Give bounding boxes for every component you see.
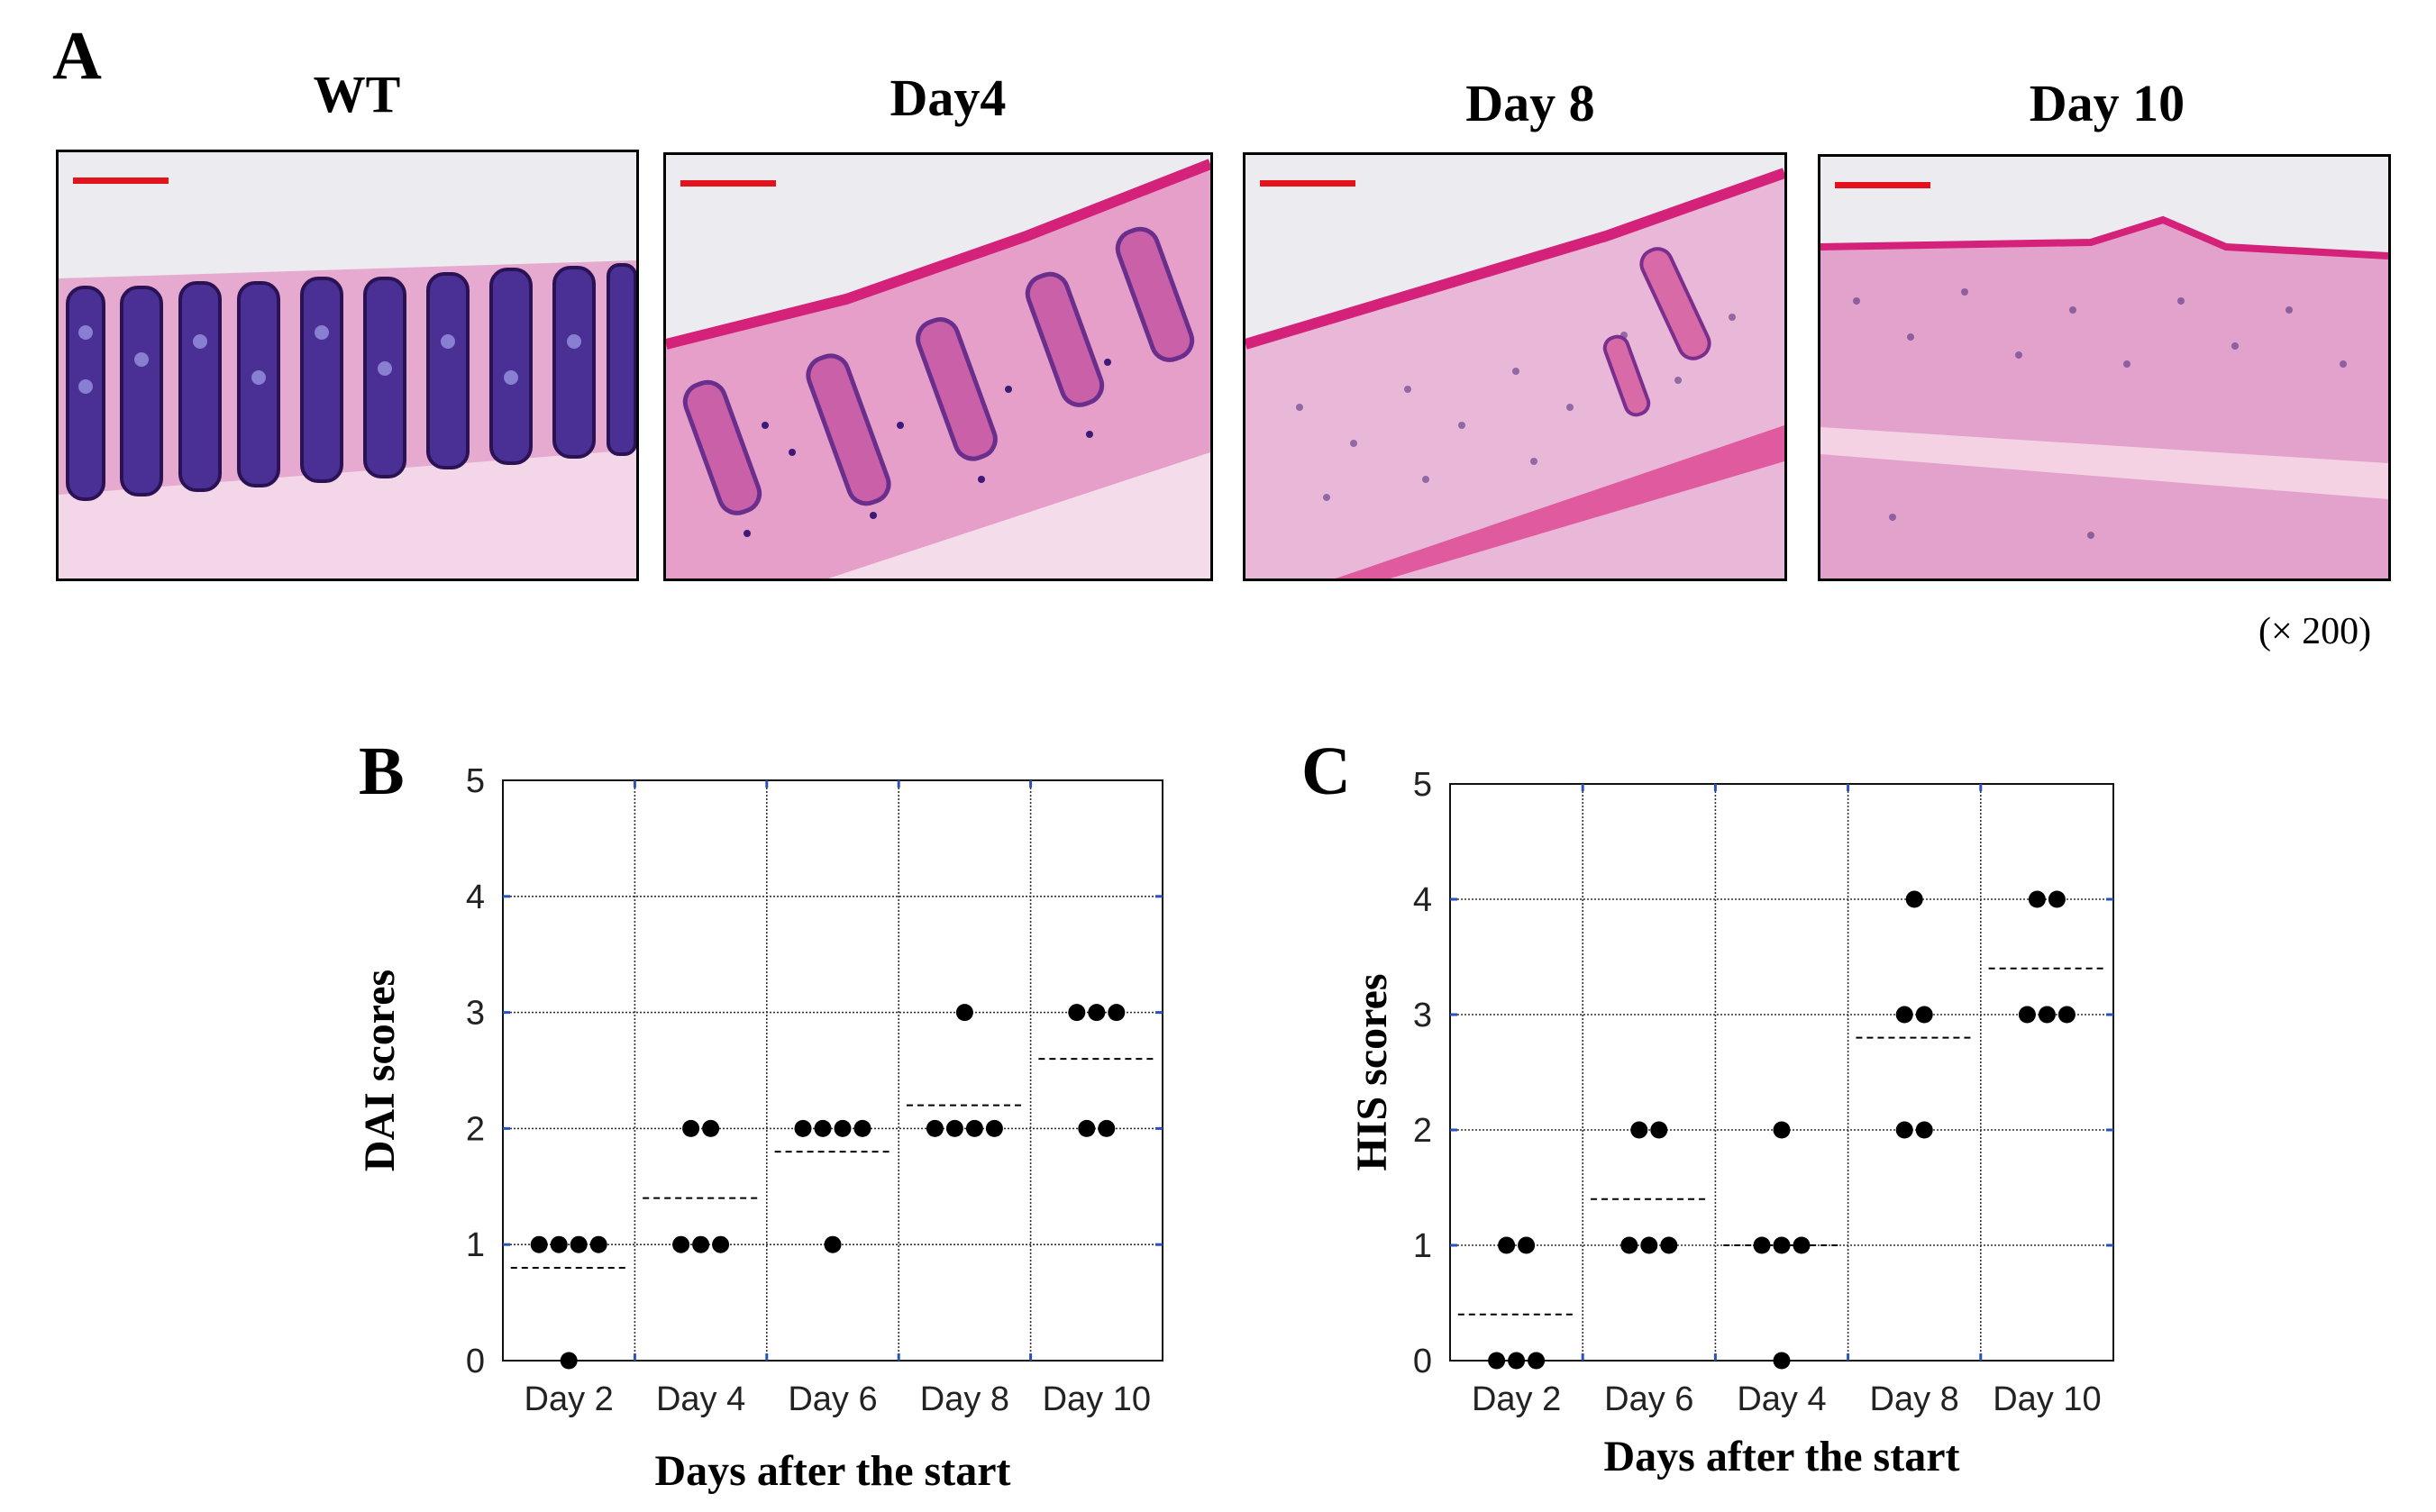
chart-b-ytick-label: 5 (466, 762, 485, 800)
chart-c-data-point (2048, 890, 2066, 908)
chart-dai-scores: 0 1 2 3 4 5 Day 2 Day 4 Day 6 Day 8 Day 10 DAI scor… (0, 0, 1172, 1507)
panel-a-label: A (52, 18, 102, 94)
chart-b-data-point (1108, 1004, 1126, 1022)
histology-title-day4: Day4 (890, 68, 1007, 127)
chart-b-data-point (530, 1235, 548, 1253)
chart-b-data-point (926, 1119, 944, 1137)
chart-b-ylabel: DAI scores (356, 970, 404, 1171)
chart-b-ytick-label: 1 (466, 1226, 485, 1264)
scale-bar (1260, 180, 1355, 187)
chart-c-xtick-label: Day 8 (1870, 1380, 1959, 1418)
scale-bar (680, 180, 776, 187)
chart-c-xlabel: Days after the start (1604, 1433, 1960, 1480)
chart-c-data-point (2018, 1006, 2036, 1024)
scale-bar (1835, 182, 1930, 188)
chart-c-plot-frame (1449, 783, 2114, 1362)
chart-c-xtick-label: Day 10 (1993, 1380, 2101, 1418)
chart-b-data-point (824, 1235, 842, 1253)
chart-b-data-point (1098, 1119, 1116, 1137)
chart-b-data-point (794, 1119, 812, 1137)
tissue-illustration-wt (59, 152, 636, 578)
chart-b-data-point (550, 1235, 568, 1253)
chart-b-data-point (814, 1119, 832, 1137)
chart-b-data-point (672, 1235, 690, 1253)
histology-title-day10: Day 10 (2029, 74, 2185, 132)
chart-b-data-point (570, 1235, 588, 1253)
chart-c-data-point (1498, 1236, 1516, 1254)
chart-b-ytick-label: 2 (466, 1110, 485, 1148)
chart-c-data-point (1915, 1006, 1933, 1024)
histology-image-day8 (1243, 152, 1787, 581)
chart-c-ytick-label: 0 (1413, 1343, 1432, 1380)
chart-b-data-point (1068, 1004, 1086, 1022)
histology-title-wt: WT (313, 65, 401, 123)
histology-image-wt (56, 150, 639, 581)
chart-b-data-point (955, 1004, 973, 1022)
chart-b-plot-frame (502, 779, 1163, 1362)
chart-c-xtick-label: Day 2 (1472, 1380, 1561, 1418)
chart-b-data-point (985, 1119, 1003, 1137)
chart-b-data-point (853, 1119, 871, 1137)
chart-b-data-point (702, 1119, 720, 1137)
chart-c-data-point (1620, 1236, 1638, 1254)
chart-c-data-point (1518, 1236, 1536, 1254)
chart-c-xtick-label: Day 6 (1604, 1380, 1693, 1418)
chart-c-ytick-label: 5 (1413, 766, 1432, 804)
chart-c-data-point (2038, 1006, 2056, 1024)
chart-b-data-point (1078, 1119, 1096, 1137)
panel-c-label: C (1301, 733, 1351, 809)
scale-bar (73, 178, 169, 184)
chart-b-xtick-label: Day 6 (788, 1380, 877, 1418)
tissue-illustration-day8 (1245, 155, 1784, 578)
panel-b-label: B (359, 733, 405, 809)
chart-b-xlabel: Days after the start (655, 1447, 1011, 1495)
chart-c-data-point (2028, 890, 2046, 908)
chart-c-ytick-label: 2 (1413, 1112, 1432, 1150)
chart-b-data-point (945, 1119, 963, 1137)
chart-c-data-point (1895, 1006, 1913, 1024)
chart-b-ytick-label: 3 (466, 995, 485, 1033)
chart-b-svg: 0 1 2 3 4 5 Day 2 Day 4 Day 6 Day 8 Day 10 DAI scor… (356, 762, 1163, 1495)
chart-b-data-point (834, 1119, 852, 1137)
magnification-label: (× 200) (2258, 611, 2372, 652)
chart-b-xtick-label: Day 8 (920, 1380, 1009, 1418)
histology-title-day8: Day 8 (1465, 74, 1595, 132)
chart-c-ytick-label: 1 (1413, 1227, 1432, 1265)
chart-c-ytick-label: 4 (1413, 881, 1432, 919)
chart-c-ylabel: HIS scores (1348, 973, 1396, 1170)
chart-his-scores: 0 1 2 3 4 5 Day 2 Day 6 Day 4 Day 8 Day 10 HIS scor… (1172, 0, 2436, 1507)
chart-c-xtick-label: Day 4 (1737, 1380, 1826, 1418)
chart-c-data-point (1650, 1121, 1668, 1139)
chart-b-data-point (560, 1352, 578, 1370)
chart-b-xtick-label: Day 10 (1043, 1380, 1151, 1418)
chart-c-data-point (1488, 1352, 1506, 1370)
tissue-illustration-day4 (666, 155, 1210, 578)
chart-c-data-point (1660, 1236, 1678, 1254)
chart-b-data-point (712, 1235, 730, 1253)
chart-b-data-point (1088, 1004, 1106, 1022)
chart-c-data-point (1773, 1121, 1791, 1139)
chart-c-data-point (1640, 1236, 1658, 1254)
chart-b-ytick-label: 4 (466, 879, 485, 916)
chart-b-ytick-label: 0 (466, 1343, 485, 1380)
chart-c-data-point (1630, 1121, 1648, 1139)
chart-c-data-point (1915, 1121, 1933, 1139)
chart-c-data-point (1528, 1352, 1546, 1370)
tissue-illustration-day10 (1820, 157, 2388, 578)
chart-c-data-point (1895, 1121, 1913, 1139)
chart-b-data-point (589, 1235, 607, 1253)
chart-c-data-point (1905, 890, 1923, 908)
chart-c-data-point (1508, 1352, 1526, 1370)
chart-b-data-point (965, 1119, 983, 1137)
chart-b-xtick-label: Day 2 (525, 1380, 614, 1418)
chart-c-ytick-label: 3 (1413, 997, 1432, 1034)
chart-c-data-point (1773, 1352, 1791, 1370)
histology-image-day4 (663, 152, 1213, 581)
chart-c-data-point (2057, 1006, 2076, 1024)
chart-b-data-point (682, 1119, 700, 1137)
chart-b-xtick-label: Day 4 (656, 1380, 745, 1418)
chart-b-data-point (692, 1235, 710, 1253)
chart-c-svg: 0 1 2 3 4 5 Day 2 Day 6 Day 4 Day 8 Day 10 HIS scor… (1348, 766, 2114, 1480)
histology-image-day10 (1818, 154, 2391, 581)
